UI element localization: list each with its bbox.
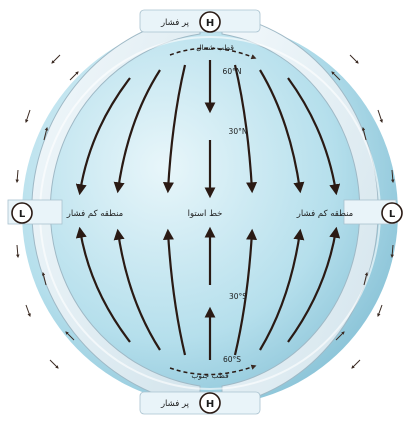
low-marker-right-text: L [389,209,396,220]
label-lat-60n: 60°N [223,67,242,76]
label-high-pressure-top: پر فشار [160,18,190,28]
meridian-arrows-south [75,226,341,360]
label-north-pole: قطب شمال [196,43,234,52]
label-high-pressure-bottom: پر فشار [160,399,190,409]
high-marker-bottom-text: H [206,399,214,410]
low-marker-left-text: L [19,209,26,220]
label-lat-60s: 60°S [223,355,241,364]
low-marker-left: L [11,202,33,224]
label-low-pressure-left: منطقه کم فشار [66,209,123,219]
high-marker-top: H [199,11,221,33]
label-equator: خط استوا [188,209,223,219]
polar-dashed-bottom [169,364,257,376]
label-lat-30n: 30°N [229,127,248,136]
low-marker-right: L [381,202,403,224]
label-lat-30s: 30°S [229,292,247,301]
high-marker-bottom: H [199,392,221,414]
band-arrows-left [15,54,79,369]
high-marker-top-text: H [206,18,214,29]
label-south-pole: قطب جنوب [191,371,229,380]
meridian-arrows-north [75,60,341,199]
label-low-pressure-right: منطقه کم فشار [296,209,353,219]
earth-sphere [22,21,398,405]
band-arrows-right [331,54,395,369]
polar-dashed-top [169,47,257,60]
